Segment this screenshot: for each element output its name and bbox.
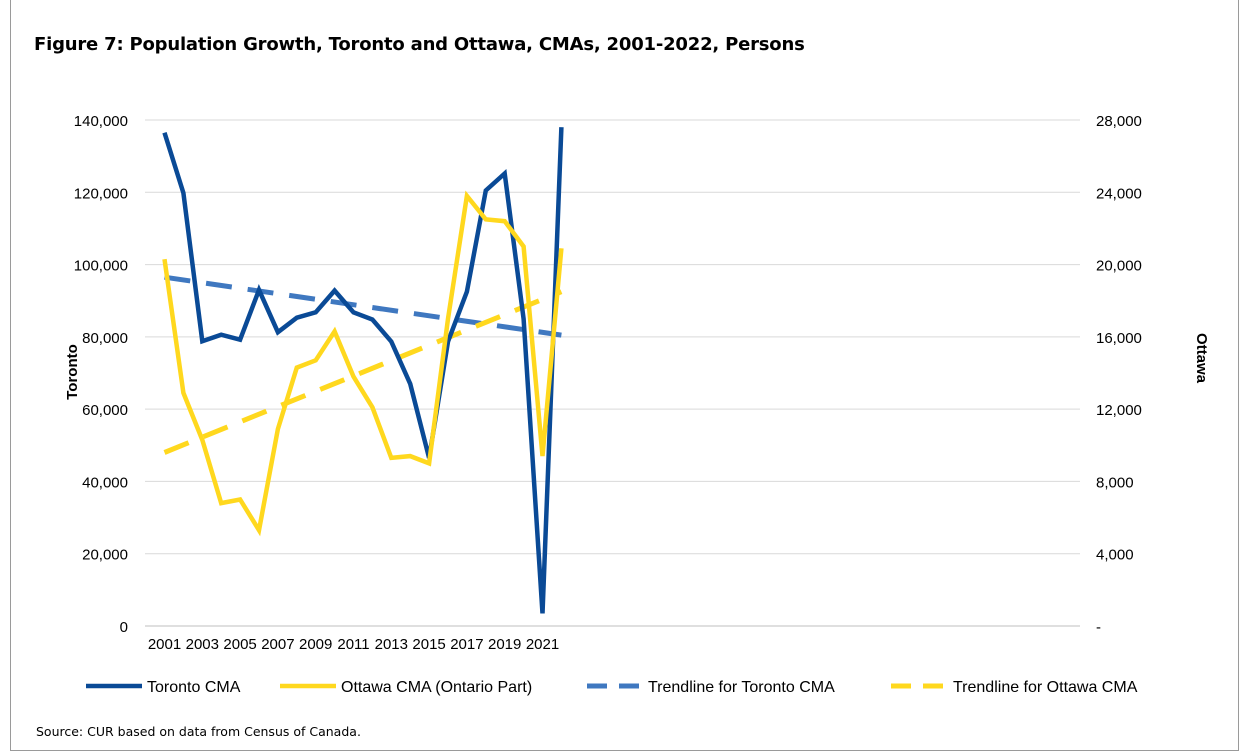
legend-label: Trendline for Toronto CMA	[648, 679, 835, 696]
x-tick-label: 2011	[337, 636, 369, 653]
x-tick-label: 2017	[450, 636, 483, 653]
x-tick-label: 2009	[299, 636, 332, 653]
series-line-2	[162, 190, 564, 537]
y-tick-label: 0	[120, 619, 128, 636]
y2-tick-label: 28,000	[1096, 113, 1142, 130]
legend: Toronto CMA Ottawa CMA (Ontario Part) Tren…	[86, 679, 1138, 696]
x-tick-label: 2003	[186, 636, 219, 653]
right-axis-ticks: - 4,000 8,000 12,000 16,000 20,000 24,000 28,00…	[1096, 113, 1142, 636]
y2-tick-label: 24,000	[1096, 185, 1142, 202]
y-tick-label: 140,000	[74, 113, 128, 130]
x-tick-label: 2015	[412, 636, 445, 653]
right-axis-title: Ottawa	[1193, 333, 1210, 384]
left-axis-title: Toronto	[64, 344, 81, 400]
y2-tick-label: 4,000	[1096, 547, 1134, 564]
x-axis-ticks: 2001 2003 2005 2007 2009 2011 2013 2015 2017 2019…	[148, 636, 559, 653]
x-tick-label: 2005	[223, 636, 256, 653]
y-tick-label: 120,000	[74, 185, 128, 202]
y2-tick-label: 8,000	[1096, 474, 1134, 491]
y2-tick-label: -	[1096, 619, 1101, 636]
series-lines	[162, 127, 564, 614]
gridlines	[145, 119, 1080, 627]
x-tick-label: 2019	[488, 636, 521, 653]
x-tick-label: 2021	[526, 636, 559, 653]
y2-tick-label: 20,000	[1096, 258, 1142, 275]
series-line-3	[164, 274, 562, 338]
y-tick-label: 100,000	[74, 258, 128, 275]
source-note: Source: CUR based on data from Census of…	[36, 724, 361, 739]
y2-tick-label: 16,000	[1096, 330, 1142, 347]
y-tick-label: 60,000	[82, 402, 128, 419]
x-tick-label: 2001	[148, 636, 181, 653]
x-tick-label: 2013	[375, 636, 408, 653]
y-tick-label: 20,000	[82, 547, 128, 564]
series-line-1	[162, 127, 564, 614]
figure-frame	[10, 0, 1239, 751]
y2-tick-label: 12,000	[1096, 402, 1142, 419]
legend-label: Toronto CMA	[147, 679, 241, 696]
y-tick-label: 80,000	[82, 330, 128, 347]
y-tick-label: 40,000	[82, 474, 128, 491]
left-axis-ticks: 0 20,000 40,000 60,000 80,000 100,000 120,000 1…	[74, 113, 128, 636]
series-line-4	[163, 289, 563, 455]
legend-label: Ottawa CMA (Ontario Part)	[341, 679, 532, 696]
x-tick-label: 2007	[261, 636, 294, 653]
legend-label: Trendline for Ottawa CMA	[953, 679, 1138, 696]
figure-title: Figure 7: Population Growth, Toronto and…	[34, 34, 805, 55]
